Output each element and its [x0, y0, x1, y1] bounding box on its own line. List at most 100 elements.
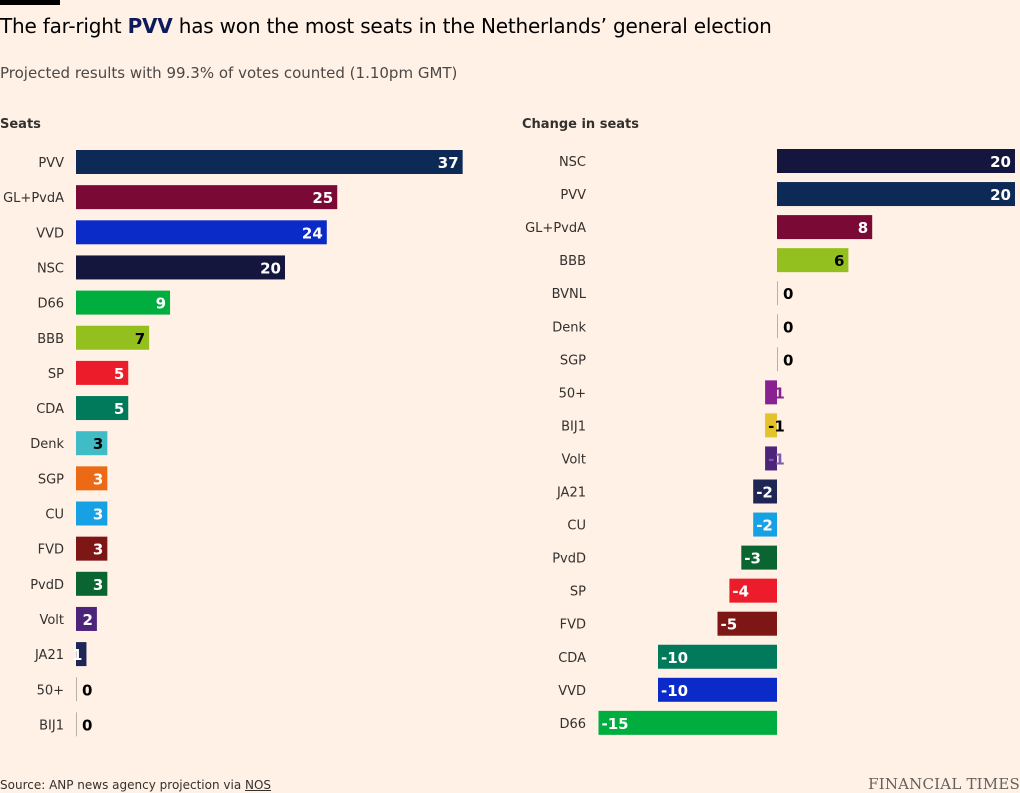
seats-category-label-bij1: BIJ1 — [39, 718, 64, 733]
change-value-label-cda: -10 — [661, 649, 688, 667]
change-bar-ja21 — [753, 479, 777, 504]
source-note: Source: ANP news agency projection via N… — [0, 778, 271, 792]
change-category-label-cu: CU — [567, 519, 586, 534]
seats-category-label-denk: Denk — [30, 437, 64, 452]
ft-brand-logo: FINANCIAL TIMES — [868, 775, 1020, 793]
seats-bar-vvd — [76, 220, 327, 245]
seats-category-label-nsc: NSC — [37, 261, 64, 276]
change-category-label-volt: Volt — [561, 452, 586, 467]
seats-bar-sgp — [76, 466, 108, 491]
seats-value-label-sp: 5 — [114, 365, 124, 383]
change-bar-bbb — [777, 248, 849, 273]
seats-value-label-nsc: 20 — [260, 259, 281, 277]
change-category-label-ja21: JA21 — [556, 486, 586, 501]
change-value-label-denk: 0 — [783, 318, 793, 336]
change-bar-cda — [658, 644, 777, 669]
change-category-label-pvdd: PvdD — [552, 552, 586, 567]
change-bar-d66 — [598, 710, 777, 735]
source-text: Source: ANP news agency projection via — [0, 778, 245, 792]
change-bar-cu — [753, 512, 777, 537]
title-text-after: has won the most seats in the Netherland… — [172, 14, 772, 38]
seats-bar-sp — [76, 360, 129, 385]
change-panel-title: Change in seats — [522, 117, 639, 132]
change-category-label-pvv: PVV — [560, 188, 586, 203]
change-category-label-bvnl: BVNL — [552, 287, 587, 302]
change-bar-volt — [765, 446, 777, 471]
chart-subtitle: Projected results with 99.3% of votes co… — [0, 64, 458, 82]
seats-value-label-cu: 3 — [93, 506, 103, 524]
seats-category-label-cda: CDA — [36, 402, 64, 417]
change-value-label-d66: -15 — [602, 715, 629, 733]
seats-category-label-gl-plus-pvda: GL+PvdA — [3, 191, 64, 206]
seats-panel-title: Seats — [0, 117, 41, 132]
change-category-label-sgp: SGP — [560, 353, 586, 368]
seats-value-label-cda: 5 — [114, 400, 124, 418]
change-category-label-fvd: FVD — [560, 618, 586, 633]
seats-bar-nsc — [76, 255, 285, 280]
title-highlight-pvv: PVV — [127, 14, 173, 38]
seats-bar-cda — [76, 396, 129, 421]
seats-category-label-pvdd: PvdD — [30, 578, 64, 593]
seats-value-label-bbb: 7 — [135, 330, 145, 348]
seats-value-label-volt: 2 — [82, 611, 92, 629]
change-value-label-bij1: -1 — [768, 417, 785, 435]
change-value-label-pvdd: -3 — [744, 550, 761, 568]
seats-value-label-50-plus: 0 — [82, 681, 92, 699]
seats-bar-ja21 — [76, 642, 87, 667]
seats-value-label-d66: 9 — [156, 295, 166, 313]
change-category-label-cda: CDA — [558, 651, 586, 666]
seats-category-label-pvv: PVV — [38, 156, 64, 171]
change-value-label-ja21: -2 — [756, 484, 773, 502]
change-bar-bij1 — [765, 413, 777, 438]
seats-category-label-fvd: FVD — [38, 543, 64, 558]
seats-value-label-pvv: 37 — [438, 154, 459, 172]
change-bar-nsc — [777, 149, 1015, 173]
seats-value-label-fvd: 3 — [93, 541, 103, 559]
seats-bar-cu — [76, 501, 108, 526]
change-value-label-vvd: -10 — [661, 682, 688, 700]
seats-value-label-bij1: 0 — [82, 716, 92, 734]
change-value-label-cu: -2 — [756, 517, 773, 535]
change-bar-pvv — [777, 182, 1015, 207]
title-text-before: The far-right — [0, 14, 128, 38]
change-category-label-sp: SP — [570, 585, 586, 600]
change-in-seats-bar-chart: NSC 20 PVV 20 GL+PvdA 8 BBB 6 BVNL 0 Denk 0 SGP 0 50+ -… — [525, 149, 1015, 735]
change-category-label-50-plus: 50+ — [559, 386, 586, 401]
change-bar-pvdd — [741, 545, 777, 570]
seats-category-label-bbb: BBB — [37, 332, 64, 347]
change-bar-gl-plus-pvda — [777, 215, 873, 240]
change-bar-sp — [729, 578, 777, 603]
seats-bar-fvd — [76, 536, 108, 561]
ft-top-bar — [0, 0, 60, 5]
source-link-nos[interactable]: NOS — [245, 778, 272, 792]
change-value-label-pvv: 20 — [990, 186, 1011, 204]
seats-value-label-vvd: 24 — [302, 224, 323, 242]
seats-category-label-sp: SP — [48, 367, 64, 382]
seats-bar-pvv — [76, 150, 463, 174]
seats-category-label-50-plus: 50+ — [37, 683, 64, 698]
change-value-label-bbb: 6 — [834, 252, 844, 270]
seats-category-label-ja21: JA21 — [34, 648, 64, 663]
change-category-label-d66: D66 — [559, 717, 586, 732]
change-bar-vvd — [658, 677, 777, 702]
change-bar-50-plus — [765, 380, 777, 405]
change-category-label-gl-plus-pvda: GL+PvdA — [525, 221, 586, 236]
change-value-label-volt: -1 — [768, 450, 785, 468]
seats-bar-bbb — [76, 325, 150, 350]
change-value-label-sp: -4 — [732, 583, 749, 601]
seats-bar-volt — [76, 606, 97, 631]
chart-title: The far-right PVV has won the most seats… — [0, 14, 772, 38]
change-category-label-vvd: VVD — [558, 684, 586, 699]
change-value-label-fvd: -5 — [721, 616, 738, 634]
change-value-label-gl-plus-pvda: 8 — [858, 219, 868, 237]
change-value-label-50-plus: -1 — [768, 384, 785, 402]
seats-bar-denk — [76, 431, 108, 456]
seats-value-label-gl-plus-pvda: 25 — [312, 189, 333, 207]
seats-category-label-volt: Volt — [39, 613, 64, 628]
change-value-label-sgp: 0 — [783, 351, 793, 369]
change-category-label-nsc: NSC — [559, 155, 586, 170]
change-value-label-bvnl: 0 — [783, 285, 793, 303]
change-category-label-bbb: BBB — [559, 254, 586, 269]
seats-category-label-vvd: VVD — [36, 226, 64, 241]
